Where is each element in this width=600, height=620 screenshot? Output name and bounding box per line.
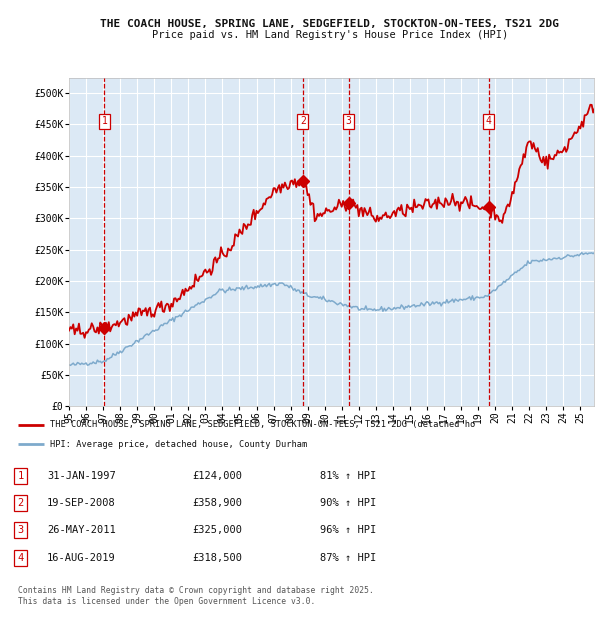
Text: 26-MAY-2011: 26-MAY-2011	[47, 525, 116, 535]
Text: THE COACH HOUSE, SPRING LANE, SEDGEFIELD, STOCKTON-ON-TEES, TS21 2DG (detached h: THE COACH HOUSE, SPRING LANE, SEDGEFIELD…	[50, 420, 475, 430]
Text: £318,500: £318,500	[193, 553, 242, 563]
Text: 2: 2	[17, 498, 24, 508]
Text: 16-AUG-2019: 16-AUG-2019	[47, 553, 116, 563]
Text: 4: 4	[486, 117, 491, 126]
Text: £325,000: £325,000	[193, 525, 242, 535]
Text: Price paid vs. HM Land Registry's House Price Index (HPI): Price paid vs. HM Land Registry's House …	[152, 30, 508, 40]
Text: 2: 2	[300, 117, 306, 126]
Text: 90% ↑ HPI: 90% ↑ HPI	[320, 498, 377, 508]
Text: 3: 3	[17, 525, 24, 535]
Text: 3: 3	[346, 117, 352, 126]
Text: HPI: Average price, detached house, County Durham: HPI: Average price, detached house, Coun…	[50, 440, 307, 449]
Text: £124,000: £124,000	[193, 471, 242, 480]
Text: 1: 1	[101, 117, 107, 126]
Text: 1: 1	[17, 471, 24, 480]
Text: 96% ↑ HPI: 96% ↑ HPI	[320, 525, 377, 535]
Text: This data is licensed under the Open Government Licence v3.0.: This data is licensed under the Open Gov…	[18, 597, 316, 606]
Text: 87% ↑ HPI: 87% ↑ HPI	[320, 553, 377, 563]
Text: 31-JAN-1997: 31-JAN-1997	[47, 471, 116, 480]
Text: Contains HM Land Registry data © Crown copyright and database right 2025.: Contains HM Land Registry data © Crown c…	[18, 586, 374, 595]
Text: £358,900: £358,900	[193, 498, 242, 508]
Text: 4: 4	[17, 553, 24, 563]
Text: THE COACH HOUSE, SPRING LANE, SEDGEFIELD, STOCKTON-ON-TEES, TS21 2DG: THE COACH HOUSE, SPRING LANE, SEDGEFIELD…	[101, 19, 560, 29]
Text: 81% ↑ HPI: 81% ↑ HPI	[320, 471, 377, 480]
Text: 19-SEP-2008: 19-SEP-2008	[47, 498, 116, 508]
